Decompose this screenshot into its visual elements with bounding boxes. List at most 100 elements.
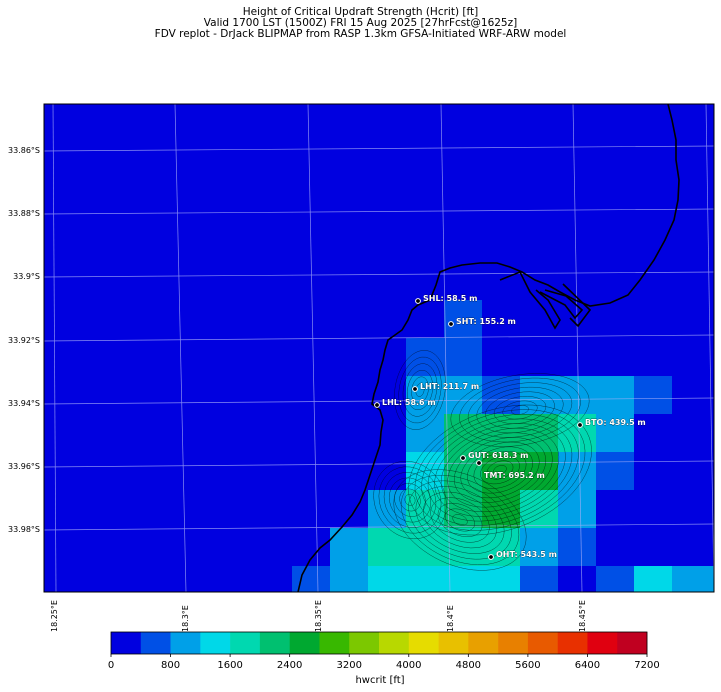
hcrit-cell [368, 528, 406, 566]
contour-line [450, 373, 590, 447]
graticule-parallel [44, 460, 714, 468]
colorbar-tick-label: 5600 [515, 660, 541, 671]
contour-line [473, 451, 527, 489]
station-label-sht: SHT: 155.2 m [456, 317, 516, 326]
contour-line [452, 514, 468, 526]
hcrit-cell [672, 566, 714, 592]
latitude-label: 33.86°S [8, 146, 40, 155]
contour-line [393, 469, 527, 571]
contour-line [378, 466, 442, 534]
colorbar-segment [200, 632, 231, 654]
latitude-label: 33.92°S [8, 336, 40, 345]
contour-line [460, 441, 540, 499]
longitude-label: 18.3°E [181, 605, 190, 632]
colorbar-tick-label: 800 [161, 660, 181, 671]
colorbar-tick-label: 0 [107, 660, 115, 671]
graticule-parallel [44, 271, 714, 278]
hcrit-cell [406, 566, 444, 592]
graticule-parallel [44, 334, 714, 342]
harbour-breakwater [499, 270, 592, 330]
graticule-parallel [44, 145, 714, 152]
contour-line [485, 391, 555, 429]
colorbar-segment [230, 632, 261, 654]
colorbar-segment [468, 632, 499, 654]
contour-line [414, 409, 586, 531]
hcrit-cell [482, 452, 520, 490]
hcrit-cell [520, 376, 558, 414]
map-title-line-3: FDV replot - DrJack BLIPMAP from RASP 1.… [154, 28, 567, 40]
station-marker-tmt [476, 460, 482, 466]
hcrit-cell [406, 414, 444, 452]
hcrit-cell [558, 528, 596, 566]
colorbar-tick-label: 2400 [276, 660, 303, 671]
colorbar-segment [408, 632, 439, 654]
contour-line [476, 386, 564, 434]
station-marker-bto [577, 422, 583, 428]
graticule-meridian [572, 104, 583, 592]
hcrit-cells [292, 300, 714, 592]
longitude-label: 18.35°E [314, 600, 323, 632]
latitude-label: 33.88°S [8, 209, 40, 218]
hcrit-cell [596, 566, 634, 592]
colorbar-tick-label: 1600 [217, 660, 243, 671]
hcrit-cell [482, 566, 520, 592]
contour-line [404, 494, 416, 506]
colorbar-segment [617, 632, 648, 654]
colorbar-segment [587, 632, 618, 654]
colorbar-segment [527, 632, 558, 654]
contour-line [402, 363, 438, 417]
contour-line [486, 460, 514, 480]
contour-line [421, 414, 579, 526]
latitude-label: 33.98°S [8, 525, 40, 534]
contour-line [399, 488, 421, 512]
hcrit-cell [596, 414, 634, 452]
longitude-label: 18.4°E [446, 605, 455, 632]
hcrit-cell [292, 566, 330, 592]
colorbar [110, 631, 648, 657]
contour-line [408, 404, 592, 536]
contour-line [411, 376, 429, 404]
contour-line [437, 503, 483, 537]
colorbar-segment [289, 632, 320, 654]
hcrit-cell [596, 452, 634, 490]
colorbar-segment [498, 632, 529, 654]
contour-line [467, 446, 533, 494]
colorbar-segment [349, 632, 380, 654]
contour-line [398, 356, 442, 424]
station-marker-shl [415, 298, 421, 304]
terrain-contours [373, 350, 592, 571]
hcrit-cell [444, 300, 482, 338]
station-marker-lht [412, 386, 418, 392]
graticule-meridian [705, 104, 714, 592]
map-title-line-1: Height of Critical Updraft Strength (Hcr… [242, 6, 479, 18]
contour-line [394, 350, 446, 430]
hcrit-cell [406, 528, 444, 566]
contour-line [400, 475, 520, 565]
contour-line [408, 480, 512, 560]
longitude-label: 18.25°E [50, 600, 59, 632]
graticule-meridian [307, 104, 319, 592]
hcrit-cell [558, 566, 596, 592]
colorbar-tick-label: 6400 [574, 660, 601, 671]
contour-line [447, 432, 553, 508]
graticule-parallel [44, 397, 714, 405]
hcrit-cell [634, 376, 672, 414]
station-label-oht: OHT: 543.5 m [496, 550, 557, 559]
colorbar-segment [557, 632, 588, 654]
colorbar-tick-label: 4000 [396, 660, 422, 671]
contour-line [454, 437, 546, 503]
hcrit-cell [596, 376, 634, 414]
contour-line [434, 423, 566, 517]
contour-line [493, 396, 547, 424]
colorbar-segment [111, 632, 142, 654]
contour-line [383, 472, 437, 528]
graticule [44, 104, 714, 592]
contour-line [493, 465, 507, 475]
station-marker-sht [448, 321, 454, 327]
colorbar-label: hwcrit [ft] [355, 675, 405, 686]
hcrit-cell [330, 566, 368, 592]
contour-line [502, 400, 538, 420]
hcrit-cell [520, 414, 558, 452]
colorbar-tick-label: 7200 [634, 660, 660, 671]
